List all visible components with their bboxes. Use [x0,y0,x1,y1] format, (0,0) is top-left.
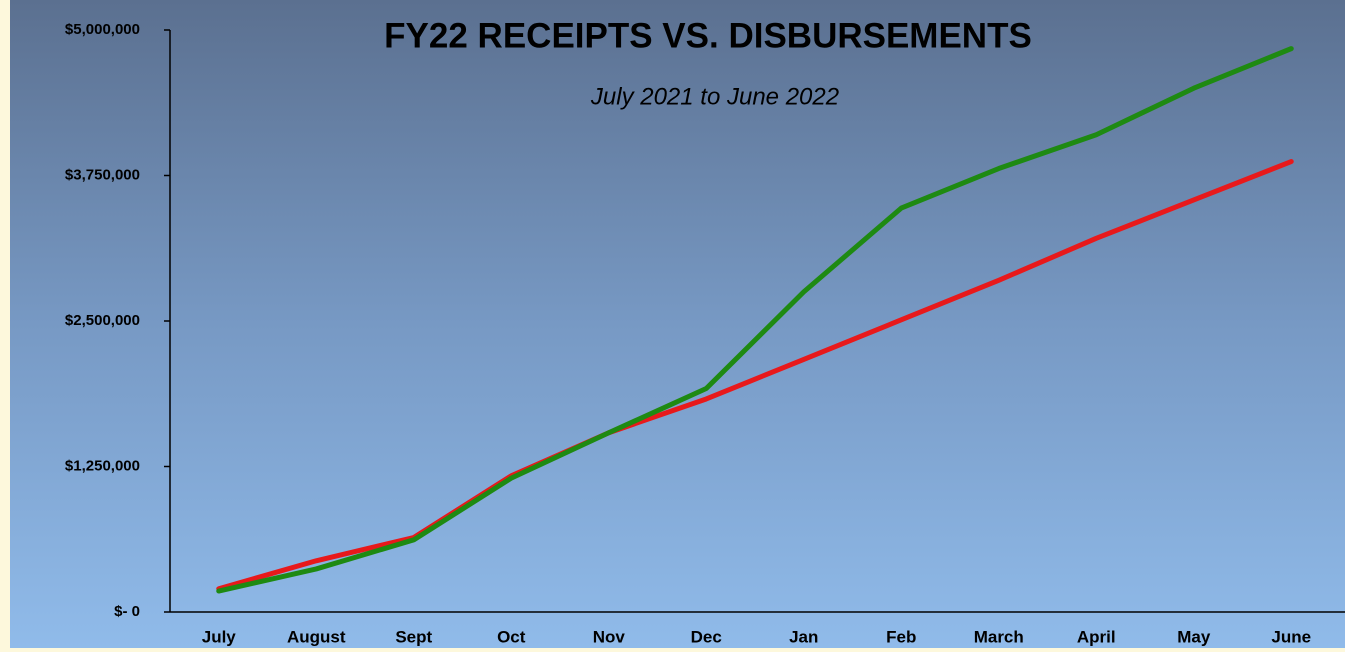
x-tick-label: July [202,627,237,646]
x-tick-label: Nov [593,627,626,646]
x-tick-label: Jan [789,627,818,646]
x-tick-label: Sept [395,627,432,646]
chart-title: FY22 RECEIPTS VS. DISBURSEMENTS [384,16,1032,55]
y-tick-label: $- 0 [114,603,140,620]
y-tick-label: $1,250,000 [65,457,140,474]
x-tick-label: March [974,627,1024,646]
x-tick-label: Feb [886,627,916,646]
y-tick-label: $3,750,000 [65,166,140,183]
x-tick-label: August [287,627,346,646]
plot-background [10,0,1345,648]
x-tick-label: May [1177,627,1211,646]
x-tick-label: Oct [497,627,526,646]
chart-subtitle: July 2021 to June 2022 [590,83,839,110]
x-tick-label: June [1271,627,1311,646]
y-tick-label: $2,500,000 [65,312,140,329]
series-line [216,46,1294,594]
series-line [216,159,1294,592]
y-tick-label: $5,000,000 [65,21,140,38]
x-tick-label: Dec [691,627,722,646]
x-tick-label: April [1077,627,1116,646]
